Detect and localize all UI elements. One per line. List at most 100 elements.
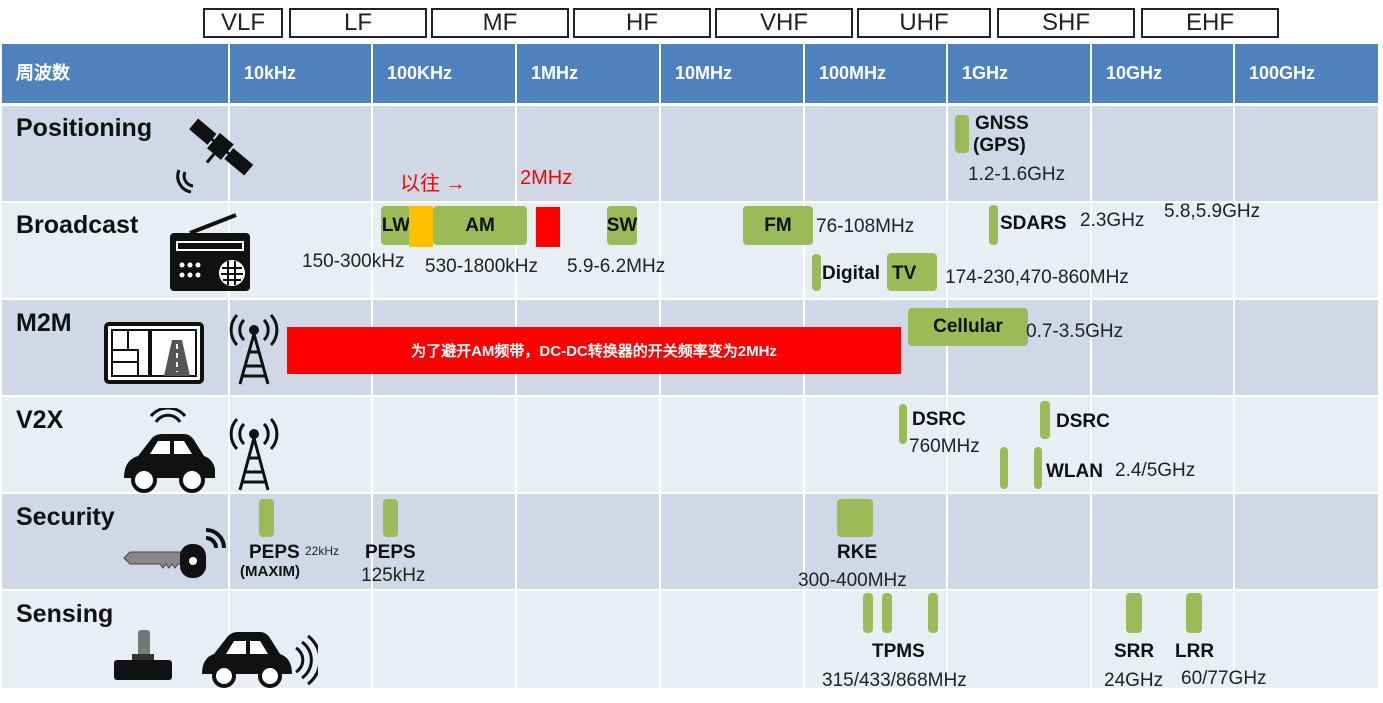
grid-cell <box>517 591 659 688</box>
sw-frequency: 5.9-6.2MHz <box>567 256 666 277</box>
srr-bar <box>1126 593 1142 633</box>
grid-cell <box>948 106 1090 201</box>
grid-cell <box>948 397 1090 492</box>
key-icon <box>123 528 226 578</box>
sw-bar: SW <box>607 206 637 245</box>
header-freq-10khz: 10kHz <box>230 44 371 103</box>
grid-cell <box>1092 494 1233 589</box>
gnss-label: GNSS <box>975 113 1029 134</box>
digital-tv-bar-1 <box>812 254 821 291</box>
grid-cell <box>661 106 803 201</box>
gps-label: (GPS) <box>973 135 1026 156</box>
grid-cell <box>1092 106 1233 201</box>
tpms-label: TPMS <box>872 641 925 662</box>
grid-cell <box>805 591 946 688</box>
sensor-icon <box>114 630 172 680</box>
band-ehf: EHF <box>1141 8 1279 38</box>
gnss-bar <box>955 115 969 153</box>
row-label-m2m: M2M <box>16 309 72 337</box>
wlan-frequency: 2.4/5GHz <box>1115 460 1196 481</box>
antenna-icon <box>229 417 279 491</box>
am-bar: AM <box>433 206 527 245</box>
srr-frequency: 24GHz <box>1104 670 1164 691</box>
rke-frequency: 300-400MHz <box>798 570 907 591</box>
band-uhf: UHF <box>857 8 991 38</box>
lrr-label: LRR <box>1175 641 1215 662</box>
grid-cell <box>661 591 803 688</box>
lrr-bar <box>1186 593 1202 633</box>
sw-label: SW <box>606 214 638 236</box>
grid-cell <box>805 397 946 492</box>
grid-cell <box>230 494 371 589</box>
grid-cell <box>1235 203 1378 298</box>
tpms-bar-2 <box>882 593 892 633</box>
header-freq-10mhz: 10MHz <box>661 44 803 103</box>
grid-cell <box>948 203 1090 298</box>
red-marker <box>536 207 560 247</box>
radio-icon <box>170 213 250 291</box>
am-frequency: 530-1800kHz <box>425 256 539 277</box>
fm-bar: FM <box>743 206 813 245</box>
cellular-frequency: 0.7-3.5GHz <box>1026 321 1124 342</box>
wlan-bar-2 <box>1034 447 1042 489</box>
grid-cell <box>661 494 803 589</box>
row-label-positioning: Positioning <box>16 114 153 142</box>
band-vhf: VHF <box>715 8 853 38</box>
band-vlf: VLF <box>203 8 283 38</box>
grid-cell <box>1235 591 1378 688</box>
band-lf: LF <box>289 8 427 38</box>
grid-cell <box>1235 300 1378 395</box>
dsrc-760-bar <box>899 404 907 444</box>
tpms-bar-3 <box>928 593 938 633</box>
digital-tv-bar-2 <box>887 253 937 291</box>
display-icon <box>104 322 204 384</box>
digital-tv-label-a: Digital <box>822 263 881 284</box>
grid-cell <box>517 494 659 589</box>
previous-note-freq: 2MHz <box>520 167 573 189</box>
rke-label: RKE <box>837 542 878 563</box>
grid-cell <box>230 106 371 201</box>
grid-cell <box>1092 397 1233 492</box>
header-freq-1ghz: 1GHz <box>948 44 1090 103</box>
sdars-label: SDARS <box>1000 213 1067 234</box>
header-freq-100ghz: 100GHz <box>1235 44 1378 103</box>
lw-label: LW <box>381 214 411 236</box>
grid-cell <box>1235 494 1378 589</box>
lw-frequency: 150-300kHz <box>302 251 405 272</box>
peps-125k-frequency: 125kHz <box>361 565 426 586</box>
orange-marker <box>409 206 433 247</box>
digital-tv-frequency: 174-230,470-860MHz <box>945 267 1129 288</box>
car-icon <box>124 408 215 493</box>
cellular-label: Cellular <box>933 316 1003 337</box>
lrr-frequency: 60/77GHz <box>1181 668 1267 689</box>
antenna-icon <box>229 313 279 385</box>
peps-22k-label: PEPS <box>249 542 300 563</box>
band-shf: SHF <box>997 8 1135 38</box>
grid-cell <box>805 494 946 589</box>
rke-bar <box>837 499 873 537</box>
row-label-sensing: Sensing <box>16 600 114 628</box>
peps-22k-bar <box>259 499 274 537</box>
grid-cell <box>948 494 1090 589</box>
grid-cell <box>1092 591 1233 688</box>
grid-cell <box>517 397 659 492</box>
grid-cell <box>517 106 659 201</box>
peps-22k-frequency: 22kHz <box>305 544 340 558</box>
peps-125k-label: PEPS <box>365 542 416 563</box>
sdars-bar <box>989 205 998 245</box>
band-hf: HF <box>573 8 711 38</box>
fm-label: FM <box>764 214 792 236</box>
fm-frequency: 76-108MHz <box>816 216 915 237</box>
grid-cell <box>661 397 803 492</box>
grid-cell <box>1092 203 1233 298</box>
dsrc-5g-bar <box>1040 401 1050 439</box>
header-freq-1mhz: 1MHz <box>517 44 659 103</box>
grid-cell <box>373 397 515 492</box>
tpms-bar-1 <box>863 593 873 633</box>
grid-cell <box>1092 300 1233 395</box>
row-label-v2x: V2X <box>16 406 64 434</box>
wlan-bar-1 <box>1000 447 1008 489</box>
peps-22k-sub: (MAXIM) <box>240 563 300 580</box>
grid-cell <box>1235 397 1378 492</box>
dsrc-5g-label: DSRC <box>1056 411 1110 432</box>
